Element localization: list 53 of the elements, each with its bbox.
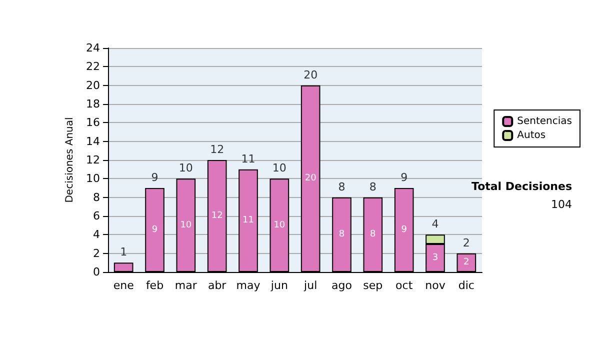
x-tick-label: mar	[174, 279, 198, 292]
y-tick-label: 24	[86, 42, 100, 54]
total-label: 10	[178, 162, 193, 175]
total-label: 2	[462, 236, 470, 250]
data-label: 20	[304, 174, 317, 184]
x-tick-label: dic	[458, 279, 474, 292]
x-tick-label: ago	[332, 279, 352, 292]
y-tick-label: 0	[93, 266, 100, 278]
y-tick-label: 22	[86, 60, 100, 74]
data-label: 10	[180, 220, 192, 230]
total-label: 8	[338, 180, 346, 194]
total-label: 12	[210, 143, 224, 156]
y-tick-label: 20	[86, 78, 100, 92]
data-label: 8	[370, 230, 376, 240]
y-tick-label: 8	[93, 190, 100, 204]
y-tick-label: 2	[93, 246, 100, 260]
total-label: 4	[432, 218, 439, 231]
y-tick-label: 12	[86, 154, 100, 166]
x-tick-label: jun	[270, 279, 288, 292]
data-label: 2	[464, 258, 470, 268]
y-tick-label: 6	[93, 210, 100, 222]
y-tick-label: 4	[93, 228, 100, 242]
data-label: 10	[274, 220, 286, 230]
x-tick-label: sep	[363, 279, 383, 292]
total-label: 1	[120, 246, 128, 259]
total-label: 20	[304, 68, 318, 82]
total-label: 11	[241, 152, 256, 166]
x-tick-label: jul	[303, 279, 318, 292]
data-label: 3	[432, 253, 438, 263]
total-label: 9	[151, 171, 158, 184]
legend-label: Autos	[517, 130, 546, 141]
y-tick-label: 16	[86, 116, 100, 130]
x-tick-label: oct	[396, 279, 414, 292]
data-label: 12	[211, 211, 223, 221]
total-label: 9	[400, 171, 408, 184]
y-axis-title: Decisiones Anual	[64, 117, 76, 203]
y-tick-label: 10	[86, 172, 100, 186]
y-tick-label: 14	[86, 134, 100, 148]
x-tick-label: may	[236, 279, 261, 292]
data-label: 9	[152, 225, 158, 235]
total-label: 10	[272, 162, 286, 175]
text: 104	[551, 198, 572, 211]
legend-label: Sentencias	[517, 116, 572, 127]
data-label: 11	[242, 216, 254, 226]
data-label: 8	[338, 230, 345, 240]
y-tick-label: 18	[86, 98, 100, 110]
total-label: 8	[369, 180, 376, 194]
x-tick-label: ene	[113, 279, 134, 292]
x-tick-label: abr	[208, 279, 227, 292]
x-tick-label: nov	[425, 279, 446, 292]
data-label: 9	[401, 225, 408, 235]
annotation: Total Decisiones	[472, 180, 572, 193]
x-tick-label: feb	[146, 279, 164, 292]
